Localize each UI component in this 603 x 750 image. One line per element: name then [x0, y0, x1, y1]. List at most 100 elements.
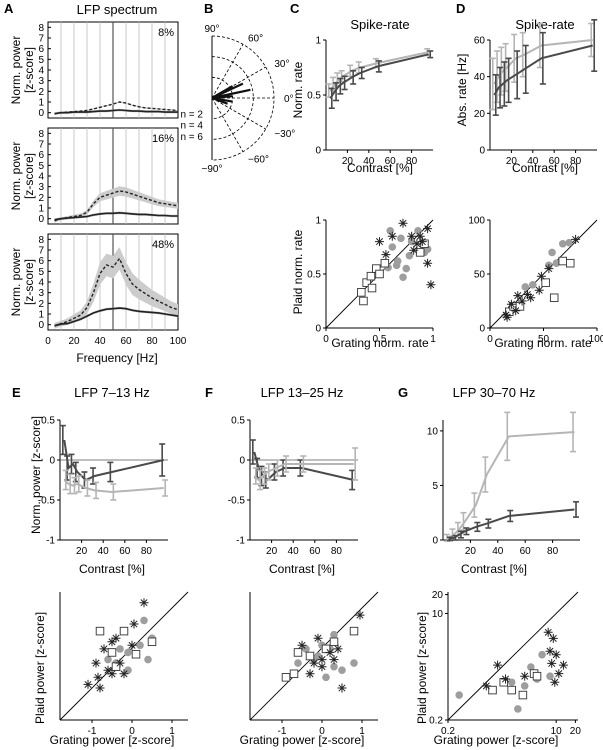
- star-marker: [127, 640, 137, 650]
- x-tick-label: 80: [570, 156, 582, 167]
- contrast-label: 48%: [152, 239, 174, 251]
- star-marker: [481, 681, 491, 691]
- circle-marker: [322, 673, 330, 682]
- x-tick-label: 40: [94, 336, 106, 347]
- square-marker: [281, 673, 291, 682]
- panel-letter-g: G: [398, 385, 408, 400]
- y-tick-label: 5: [38, 267, 44, 278]
- circle-marker: [104, 655, 112, 664]
- star-marker: [534, 285, 544, 295]
- star-marker: [355, 610, 365, 620]
- circle-marker: [330, 662, 338, 671]
- y-tick-label: 2: [38, 87, 44, 98]
- x-tick-label: 20: [68, 336, 80, 347]
- x-tick-label: 10: [551, 726, 563, 737]
- title-f: LFP 13–25 Hz: [261, 385, 344, 400]
- ylabel-d: Abs. rate [Hz]: [455, 54, 469, 127]
- square-marker: [131, 649, 141, 659]
- square-marker: [499, 677, 508, 687]
- y-tick-label: 0.2: [429, 716, 443, 727]
- x-tick-label: 0: [487, 334, 493, 345]
- star-marker: [536, 271, 546, 281]
- y-tick-label: 100: [468, 216, 485, 227]
- polar-radius-label: n = 2: [180, 109, 203, 120]
- y-tick-label: 3: [38, 288, 44, 299]
- star-marker: [544, 264, 554, 274]
- polar-angle-label: −30°: [274, 129, 295, 140]
- x-tick-label: 40: [363, 156, 375, 167]
- x-tick-label: 40: [98, 546, 110, 557]
- circle-marker: [527, 663, 535, 671]
- star-marker: [417, 237, 427, 247]
- square-marker: [367, 283, 377, 293]
- circle-marker: [392, 261, 401, 270]
- xlabel-c-scatter: Grating norm. rate: [331, 336, 429, 350]
- circle-marker: [338, 666, 346, 675]
- x-tick-label: 50: [538, 334, 550, 345]
- circle-marker: [455, 691, 464, 699]
- square-marker: [349, 626, 359, 636]
- y-tick-label: 5: [38, 161, 44, 172]
- y-tick-label: -1: [236, 536, 245, 547]
- star-marker: [513, 291, 523, 301]
- y-tick-label: 50: [474, 270, 486, 281]
- y-tick-label: 1: [315, 216, 321, 227]
- contrast-label: 16%: [152, 133, 174, 145]
- square-marker: [359, 296, 368, 306]
- x-tick-label: 40: [288, 546, 300, 557]
- star-marker: [387, 231, 397, 241]
- star-marker: [551, 650, 561, 660]
- y-tick-label: 6: [38, 44, 44, 55]
- star-marker: [325, 647, 335, 657]
- star-marker: [506, 299, 516, 309]
- polar-angle-label: −90°: [202, 164, 223, 175]
- star-marker: [119, 669, 129, 679]
- circle-marker: [294, 659, 302, 667]
- square-marker: [518, 690, 528, 700]
- polar-spoke: [211, 44, 244, 99]
- square-marker: [289, 669, 299, 679]
- circle-marker: [124, 648, 132, 657]
- polar-angle-label: 0°: [284, 94, 294, 105]
- x-tick-label: 60: [385, 156, 397, 167]
- x-tick-label: 0.2: [441, 726, 455, 737]
- xlabel-d: Contrast [%]: [512, 161, 578, 175]
- plaid-curve: [447, 431, 575, 539]
- plaid-curve: [63, 479, 164, 494]
- polar-vector: [211, 82, 244, 99]
- x-tick-label: 60: [549, 156, 561, 167]
- square-marker: [488, 685, 497, 695]
- square-marker: [541, 278, 550, 287]
- star-marker: [91, 658, 101, 668]
- y-tick-label: 0: [239, 456, 245, 467]
- y-tick-label: 1: [38, 310, 44, 321]
- xlabel-f-scatter: Grating power [z-score]: [240, 733, 365, 747]
- y-tick-label: 0.5: [307, 270, 321, 281]
- xlabel-c: Contrast [%]: [347, 161, 413, 175]
- y-tick-label: 8: [38, 129, 44, 140]
- polar-angle-label: 30°: [274, 59, 289, 70]
- star-marker: [139, 598, 149, 608]
- plaid-spectrum-line: [54, 101, 179, 115]
- circle-marker: [529, 281, 537, 289]
- polar-radius-ring: [211, 56, 254, 140]
- plaid-spectrum-line: [54, 190, 179, 222]
- star-marker: [520, 671, 530, 681]
- square-marker: [532, 671, 542, 681]
- star-marker: [83, 679, 93, 689]
- star-marker: [317, 655, 327, 665]
- x-tick-label: 60: [120, 336, 132, 347]
- y-tick-label: 1: [38, 204, 44, 215]
- star-marker: [501, 674, 510, 684]
- x-tick-label: 80: [547, 546, 559, 557]
- circle-marker: [538, 650, 546, 659]
- y-tick-label: 0: [479, 146, 485, 157]
- star-marker: [329, 655, 339, 665]
- star-marker: [313, 633, 323, 643]
- grating-curve: [253, 451, 354, 482]
- star-marker: [381, 250, 391, 260]
- circle-marker: [514, 705, 522, 713]
- star-marker: [95, 683, 105, 693]
- circle-marker: [548, 248, 556, 257]
